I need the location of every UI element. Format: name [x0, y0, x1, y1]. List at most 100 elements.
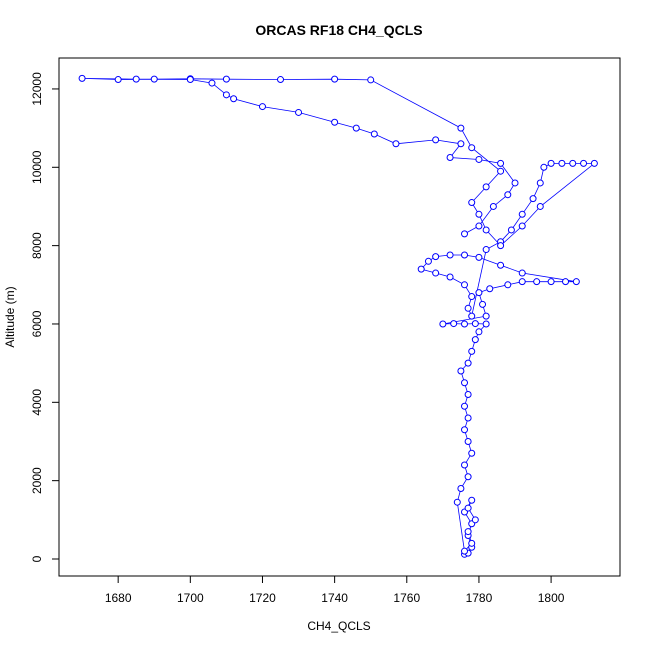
- x-tick-label: 1740: [321, 591, 348, 605]
- y-tick-label: 4000: [30, 389, 44, 416]
- data-point: [468, 199, 476, 207]
- data-point: [497, 242, 505, 250]
- data-point: [547, 159, 555, 167]
- data-point: [464, 504, 472, 512]
- data-point: [446, 273, 454, 281]
- data-point: [569, 159, 577, 167]
- chart-title: ORCAS RF18 CH4_QCLS: [255, 22, 422, 38]
- data-point: [132, 75, 140, 83]
- data-point: [482, 246, 490, 254]
- data-point: [424, 257, 432, 265]
- data-point: [507, 226, 515, 234]
- data-point: [461, 320, 469, 328]
- data-point: [114, 76, 122, 84]
- data-point: [78, 74, 86, 82]
- x-tick-label: 1800: [538, 591, 565, 605]
- data-point: [461, 426, 469, 434]
- data-point: [461, 251, 469, 259]
- data-point: [464, 359, 472, 367]
- data-point: [482, 226, 490, 234]
- y-tick-label: 8000: [30, 232, 44, 259]
- data-point: [468, 347, 476, 355]
- data-point: [475, 222, 483, 230]
- data-point: [450, 320, 458, 328]
- data-point: [461, 461, 469, 469]
- data-point: [208, 79, 216, 87]
- x-tick-label: 1760: [393, 591, 420, 605]
- data-point: [518, 210, 526, 218]
- data-point: [540, 163, 548, 171]
- x-tick-label: 1720: [249, 591, 276, 605]
- data-point: [295, 108, 303, 116]
- data-point: [464, 390, 472, 398]
- data-point: [486, 285, 494, 293]
- data-point: [277, 76, 285, 84]
- data-point: [471, 516, 479, 524]
- data-point: [453, 498, 461, 506]
- data-point: [504, 191, 512, 199]
- data-point: [468, 312, 476, 320]
- data-point: [417, 265, 425, 273]
- data-point: [475, 328, 483, 336]
- data-point: [222, 75, 230, 83]
- x-axis-label: CH4_QCLS: [307, 619, 370, 633]
- y-tick-label: 10000: [30, 150, 44, 184]
- data-point: [457, 367, 465, 375]
- data-point: [475, 155, 483, 163]
- data-point: [475, 253, 483, 261]
- data-point: [432, 269, 440, 277]
- data-point: [468, 293, 476, 301]
- x-tick-label: 1700: [177, 591, 204, 605]
- data-point: [461, 379, 469, 387]
- data-point: [471, 320, 479, 328]
- data-point: [464, 304, 472, 312]
- data-point: [536, 202, 544, 210]
- data-point: [367, 76, 375, 84]
- x-tick-label: 1680: [105, 591, 132, 605]
- data-point: [562, 278, 570, 286]
- data-point: [489, 202, 497, 210]
- data-point: [482, 312, 490, 320]
- y-tick-label: 12000: [30, 72, 44, 106]
- y-tick-label: 6000: [30, 310, 44, 337]
- data-point: [471, 336, 479, 344]
- data-point: [446, 153, 454, 161]
- data-point: [511, 179, 519, 187]
- data-point: [150, 75, 158, 83]
- data-point: [504, 281, 512, 289]
- data-point: [580, 159, 588, 167]
- data-point: [558, 159, 566, 167]
- data-point: [518, 222, 526, 230]
- data-point: [518, 269, 526, 277]
- data-point: [457, 484, 465, 492]
- data-point: [468, 496, 476, 504]
- data-point: [497, 167, 505, 175]
- data-point: [461, 547, 469, 555]
- data-point: [457, 124, 465, 132]
- data-point: [518, 278, 526, 286]
- data-point: [331, 75, 339, 83]
- data-point: [461, 402, 469, 410]
- data-point: [529, 195, 537, 203]
- data-point: [446, 251, 454, 259]
- data-point: [222, 91, 230, 99]
- data-point: [392, 140, 400, 148]
- data-point: [533, 278, 541, 286]
- data-point: [331, 118, 339, 126]
- data-point: [468, 144, 476, 152]
- data-point: [475, 289, 483, 297]
- data-point: [432, 136, 440, 144]
- y-axis-label: Altitude (m): [3, 286, 17, 347]
- data-point: [468, 539, 476, 547]
- data-point: [352, 124, 360, 132]
- data-point: [439, 320, 447, 328]
- plot-box: [58, 57, 621, 577]
- data-point: [186, 76, 194, 84]
- data-point: [482, 183, 490, 191]
- x-tick-label: 1780: [466, 591, 493, 605]
- data-point: [590, 159, 598, 167]
- data-point: [461, 230, 469, 238]
- data-point: [497, 261, 505, 269]
